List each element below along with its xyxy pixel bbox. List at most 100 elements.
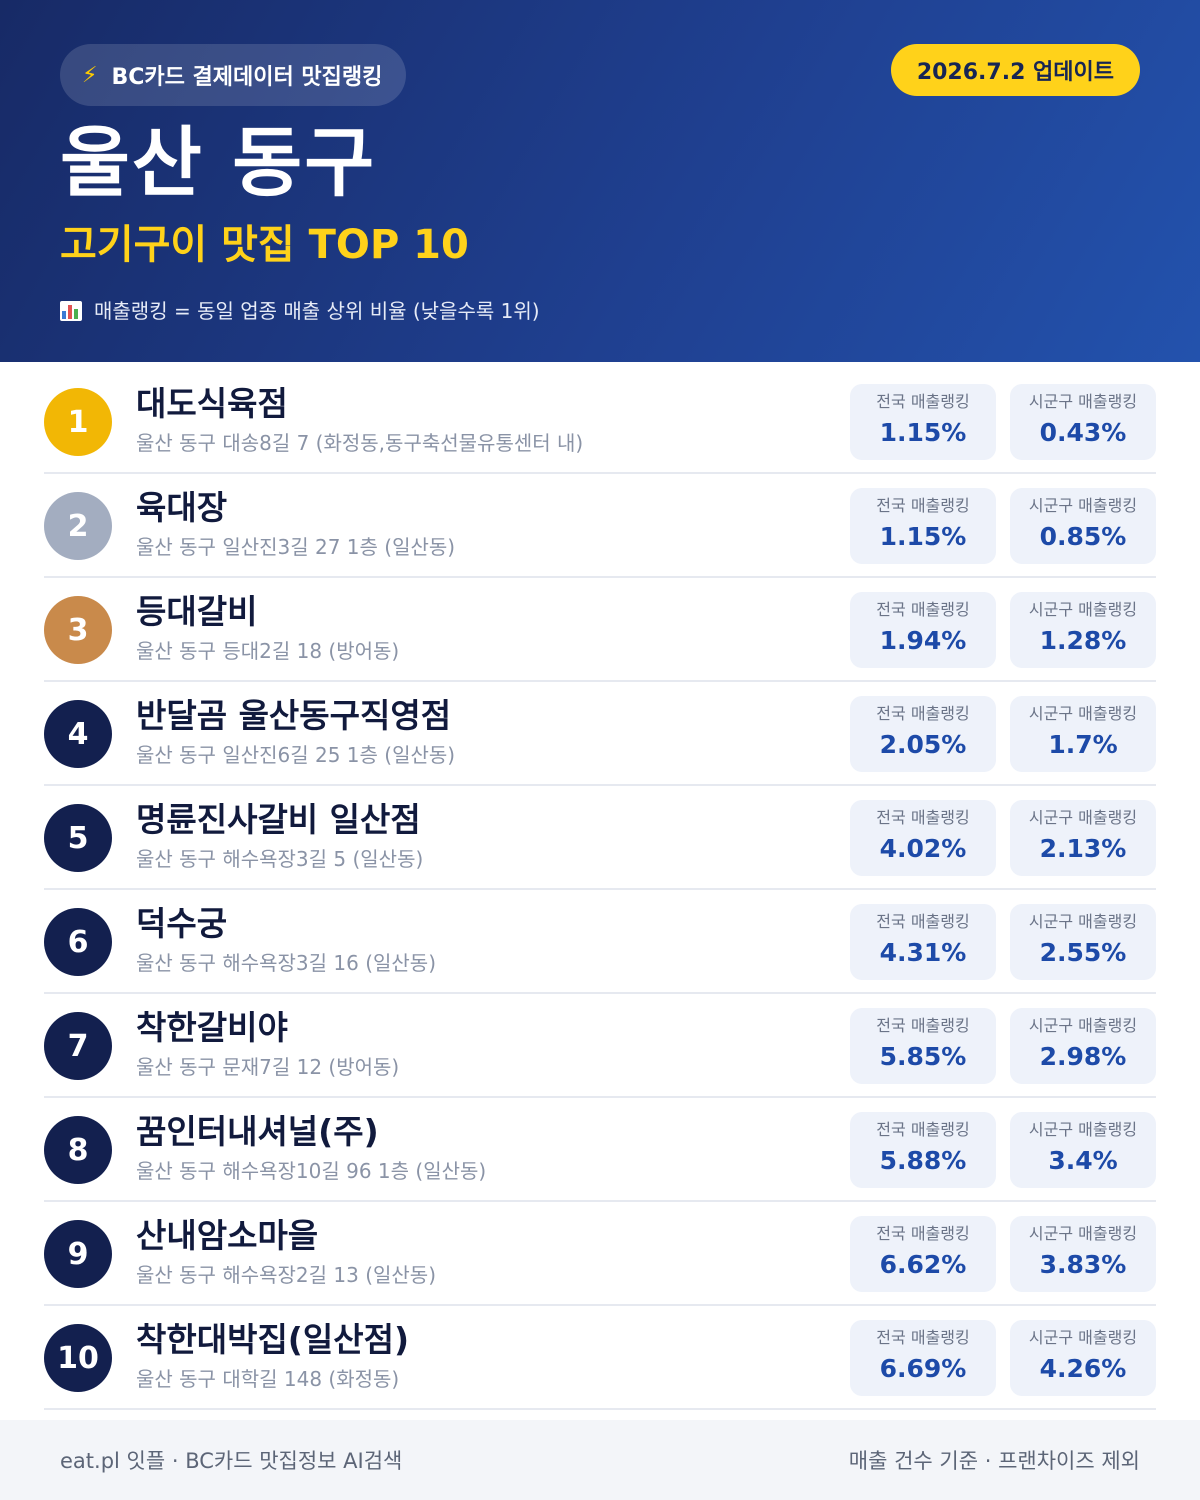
rank-badge: 1 xyxy=(44,388,112,456)
local-ranking-label: 시군구 매출랭킹 xyxy=(1028,1328,1138,1347)
restaurant-address: 울산 동구 일산진3길 27 1층 (일산동) xyxy=(136,535,456,559)
national-ranking-card: 전국 매출랭킹 6.69% xyxy=(850,1320,996,1396)
restaurant-name: 등대갈비 xyxy=(136,592,258,631)
local-ranking-card: 시군구 매출랭킹 1.28% xyxy=(1010,592,1156,668)
local-ranking-label: 시군구 매출랭킹 xyxy=(1028,600,1138,619)
restaurant-row[interactable]: 8 꿈인터내셔널(주) 울산 동구 해수욕장10길 96 1층 (일산동) 전국… xyxy=(44,1098,1156,1202)
local-ranking-label: 시군구 매출랭킹 xyxy=(1028,1016,1138,1035)
local-ranking-card: 시군구 매출랭킹 0.43% xyxy=(1010,384,1156,460)
rank-badge: 10 xyxy=(44,1324,112,1392)
restaurant-list: 1 대도식육점 울산 동구 대송8길 7 (화정동,동구축선물유통센터 내) 전… xyxy=(44,370,1156,1410)
rank-badge: 9 xyxy=(44,1220,112,1288)
national-ranking-label: 전국 매출랭킹 xyxy=(876,1224,970,1243)
national-ranking-value: 4.31% xyxy=(879,938,967,967)
region-title: 울산 동구 xyxy=(60,118,377,207)
restaurant-row[interactable]: 6 덕수궁 울산 동구 해수욕장3길 16 (일산동) 전국 매출랭킹 4.31… xyxy=(44,890,1156,994)
restaurant-row[interactable]: 1 대도식육점 울산 동구 대송8길 7 (화정동,동구축선물유통센터 내) 전… xyxy=(44,370,1156,474)
restaurant-name: 반달곰 울산동구직영점 xyxy=(136,696,452,735)
restaurant-row[interactable]: 5 명륜진사갈비 일산점 울산 동구 해수욕장3길 5 (일산동) 전국 매출랭… xyxy=(44,786,1156,890)
restaurant-row[interactable]: 2 육대장 울산 동구 일산진3길 27 1층 (일산동) 전국 매출랭킹 1.… xyxy=(44,474,1156,578)
national-ranking-value: 1.94% xyxy=(879,626,967,655)
national-ranking-card: 전국 매출랭킹 1.15% xyxy=(850,384,996,460)
local-ranking-label: 시군구 매출랭킹 xyxy=(1028,1120,1138,1139)
national-ranking-card: 전국 매출랭킹 4.02% xyxy=(850,800,996,876)
restaurant-name: 명륜진사갈비 일산점 xyxy=(136,800,421,839)
restaurant-address: 울산 동구 문재7길 12 (방어동) xyxy=(136,1055,400,1079)
national-ranking-label: 전국 매출랭킹 xyxy=(876,1120,970,1139)
local-ranking-label: 시군구 매출랭킹 xyxy=(1028,496,1138,515)
footer: eat.pl 잇플 · BC카드 맛집정보 AI검색 매출 건수 기준 · 프랜… xyxy=(0,1420,1200,1500)
national-ranking-label: 전국 매출랭킹 xyxy=(876,1328,970,1347)
national-ranking-value: 4.02% xyxy=(879,834,967,863)
local-ranking-label: 시군구 매출랭킹 xyxy=(1028,392,1138,411)
local-ranking-card: 시군구 매출랭킹 2.55% xyxy=(1010,904,1156,980)
restaurant-name: 착한갈비야 xyxy=(136,1008,288,1047)
restaurant-row[interactable]: 10 착한대박집(일산점) 울산 동구 대학길 148 (화정동) 전국 매출랭… xyxy=(44,1306,1156,1410)
national-ranking-label: 전국 매출랭킹 xyxy=(876,496,970,515)
category-title: 고기구이 맛집 TOP 10 xyxy=(60,222,469,268)
local-ranking-value: 3.4% xyxy=(1048,1146,1118,1175)
national-ranking-label: 전국 매출랭킹 xyxy=(876,808,970,827)
restaurant-row[interactable]: 4 반달곰 울산동구직영점 울산 동구 일산진6길 25 1층 (일산동) 전국… xyxy=(44,682,1156,786)
local-ranking-value: 1.7% xyxy=(1048,730,1118,759)
restaurant-name: 착한대박집(일산점) xyxy=(136,1320,410,1359)
local-ranking-value: 2.55% xyxy=(1039,938,1127,967)
restaurant-name: 덕수궁 xyxy=(136,904,228,943)
restaurant-row[interactable]: 3 등대갈비 울산 동구 등대2길 18 (방어동) 전국 매출랭킹 1.94%… xyxy=(44,578,1156,682)
national-ranking-label: 전국 매출랭킹 xyxy=(876,704,970,723)
local-ranking-card: 시군구 매출랭킹 2.13% xyxy=(1010,800,1156,876)
local-ranking-card: 시군구 매출랭킹 1.7% xyxy=(1010,696,1156,772)
lightning-icon: ⚡ xyxy=(82,62,98,88)
local-ranking-value: 0.43% xyxy=(1039,418,1127,447)
legend-text: 매출랭킹 = 동일 업종 매출 상위 비율 (낮을수록 1위) xyxy=(94,299,540,323)
national-ranking-card: 전국 매출랭킹 2.05% xyxy=(850,696,996,772)
bar-chart-icon xyxy=(60,301,82,321)
local-ranking-value: 3.83% xyxy=(1039,1250,1127,1279)
restaurant-address: 울산 동구 해수욕장3길 5 (일산동) xyxy=(136,847,424,871)
national-ranking-value: 5.88% xyxy=(879,1146,967,1175)
restaurant-row[interactable]: 7 착한갈비야 울산 동구 문재7길 12 (방어동) 전국 매출랭킹 5.85… xyxy=(44,994,1156,1098)
national-ranking-label: 전국 매출랭킹 xyxy=(876,912,970,931)
local-ranking-value: 2.13% xyxy=(1039,834,1127,863)
national-ranking-label: 전국 매출랭킹 xyxy=(876,1016,970,1035)
local-ranking-card: 시군구 매출랭킹 4.26% xyxy=(1010,1320,1156,1396)
local-ranking-label: 시군구 매출랭킹 xyxy=(1028,912,1138,931)
national-ranking-value: 1.15% xyxy=(879,522,967,551)
restaurant-name: 대도식육점 xyxy=(136,384,288,423)
ranking-legend: 매출랭킹 = 동일 업종 매출 상위 비율 (낮을수록 1위) xyxy=(60,296,540,326)
local-ranking-card: 시군구 매출랭킹 0.85% xyxy=(1010,488,1156,564)
national-ranking-label: 전국 매출랭킹 xyxy=(876,392,970,411)
brand-label: BC카드 결제데이터 맛집랭킹 xyxy=(111,65,383,90)
restaurant-address: 울산 동구 일산진6길 25 1층 (일산동) xyxy=(136,743,456,767)
national-ranking-card: 전국 매출랭킹 5.88% xyxy=(850,1112,996,1188)
update-badge: 2026.7.2 업데이트 xyxy=(890,44,1140,96)
rank-badge: 7 xyxy=(44,1012,112,1080)
brand-badge: ⚡ BC카드 결제데이터 맛집랭킹 xyxy=(60,44,407,106)
restaurant-name: 꿈인터내셔널(주) xyxy=(136,1112,379,1151)
restaurant-address: 울산 동구 해수욕장10길 96 1층 (일산동) xyxy=(136,1159,487,1183)
national-ranking-value: 6.69% xyxy=(879,1354,967,1383)
rank-badge: 4 xyxy=(44,700,112,768)
local-ranking-label: 시군구 매출랭킹 xyxy=(1028,808,1138,827)
footer-source: eat.pl 잇플 · BC카드 맛집정보 AI검색 xyxy=(60,1449,403,1473)
national-ranking-card: 전국 매출랭킹 1.94% xyxy=(850,592,996,668)
rank-badge: 3 xyxy=(44,596,112,664)
rank-badge: 6 xyxy=(44,908,112,976)
national-ranking-value: 2.05% xyxy=(879,730,967,759)
national-ranking-value: 1.15% xyxy=(879,418,967,447)
local-ranking-label: 시군구 매출랭킹 xyxy=(1028,1224,1138,1243)
restaurant-address: 울산 동구 대송8길 7 (화정동,동구축선물유통센터 내) xyxy=(136,431,584,455)
restaurant-row[interactable]: 9 산내암소마을 울산 동구 해수욕장2길 13 (일산동) 전국 매출랭킹 6… xyxy=(44,1202,1156,1306)
restaurant-address: 울산 동구 대학길 148 (화정동) xyxy=(136,1367,400,1391)
header-banner: ⚡ BC카드 결제데이터 맛집랭킹 2026.7.2 업데이트 울산 동구 고기… xyxy=(0,0,1200,362)
restaurant-address: 울산 동구 해수욕장2길 13 (일산동) xyxy=(136,1263,437,1287)
local-ranking-value: 4.26% xyxy=(1039,1354,1127,1383)
local-ranking-card: 시군구 매출랭킹 3.83% xyxy=(1010,1216,1156,1292)
restaurant-name: 산내암소마을 xyxy=(136,1216,319,1255)
rank-badge: 5 xyxy=(44,804,112,872)
national-ranking-label: 전국 매출랭킹 xyxy=(876,600,970,619)
rank-badge: 2 xyxy=(44,492,112,560)
rank-badge: 8 xyxy=(44,1116,112,1184)
local-ranking-label: 시군구 매출랭킹 xyxy=(1028,704,1138,723)
restaurant-name: 육대장 xyxy=(136,488,228,527)
